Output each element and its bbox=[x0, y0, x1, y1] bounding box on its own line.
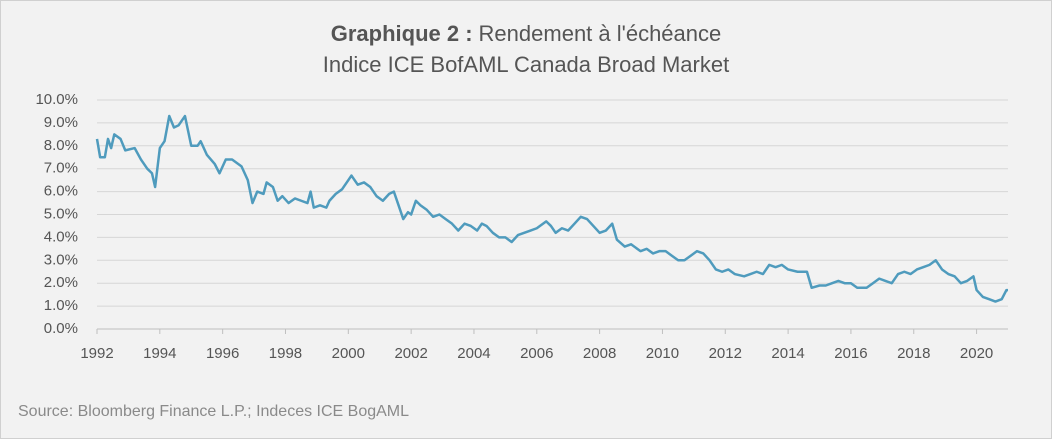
x-tick-label: 2018 bbox=[897, 345, 930, 362]
y-tick-label: 2.0% bbox=[44, 274, 78, 291]
y-tick-label: 1.0% bbox=[44, 297, 78, 314]
y-tick-label: 0.0% bbox=[44, 320, 78, 337]
title-bold: Graphique 2 : bbox=[331, 21, 473, 46]
source: Source: Bloomberg Finance L.P.; Indeces … bbox=[18, 403, 409, 420]
x-tick-label: 2006 bbox=[520, 345, 553, 362]
y-tick-label: 7.0% bbox=[44, 160, 78, 177]
title-text: Rendement à l'échéance bbox=[479, 21, 722, 46]
x-tick-label: 2020 bbox=[960, 345, 993, 362]
x-tick-label: 1994 bbox=[143, 345, 176, 362]
x-tick-label: 1996 bbox=[206, 345, 239, 362]
y-tick-label: 5.0% bbox=[44, 205, 78, 222]
x-tick-label: 2000 bbox=[332, 345, 365, 362]
y-tick-label: 3.0% bbox=[44, 251, 78, 268]
x-tick-label: 2002 bbox=[394, 345, 427, 362]
x-tick-label: 2014 bbox=[771, 345, 804, 362]
x-tick-label: 2010 bbox=[646, 345, 679, 362]
y-tick-label: 9.0% bbox=[44, 114, 78, 131]
chart-title: Graphique 2 : Rendement à l'échéance bbox=[331, 21, 722, 46]
x-tick-label: 2008 bbox=[583, 345, 616, 362]
y-tick-label: 6.0% bbox=[44, 183, 78, 200]
x-tick-label: 2004 bbox=[457, 345, 490, 362]
x-tick-label: 2016 bbox=[834, 345, 867, 362]
y-tick-label: 8.0% bbox=[44, 137, 78, 154]
x-tick-label: 2012 bbox=[709, 345, 742, 362]
line-series bbox=[95, 114, 1008, 303]
x-tick-label: 1992 bbox=[80, 345, 113, 362]
y-tick-label: 10.0% bbox=[35, 91, 78, 108]
y-tick-label: 4.0% bbox=[44, 228, 78, 245]
chart-subtitle: Indice ICE BofAML Canada Broad Market bbox=[323, 52, 729, 77]
x-tick-label: 1998 bbox=[269, 345, 302, 362]
